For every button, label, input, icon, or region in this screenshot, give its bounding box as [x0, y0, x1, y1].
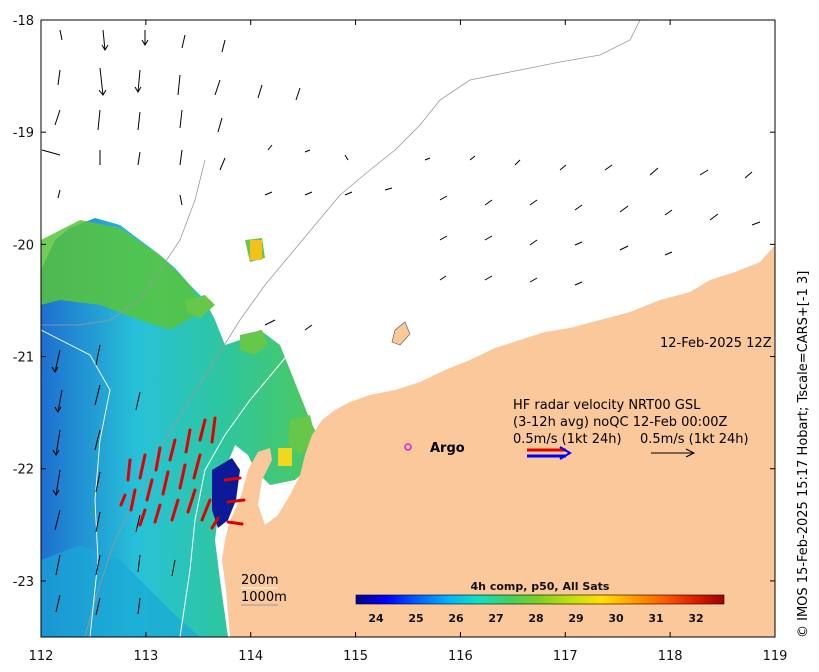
legend-line-3-right: 0.5m/s (1kt 24h) — [640, 432, 749, 447]
copyright-text: © IMOS 15-Feb-2025 15:17 Hobart; Tscale=… — [796, 271, 811, 638]
colorbar-tick-label: 30 — [608, 612, 624, 625]
colorbar-ticks: 24 25 26 27 28 29 30 31 32 — [368, 612, 703, 625]
lon-axis: 112 113 114 115 116 117 118 119 — [29, 20, 788, 664]
argo-label: Argo — [430, 441, 465, 456]
depth-label-1000m: 1000m — [241, 590, 287, 605]
plot-frame — [40, 19, 776, 638]
sst-warm-band — [41, 220, 205, 330]
colorbar-tick-label: 24 — [368, 612, 384, 625]
colorbar-tick-label: 28 — [528, 612, 543, 625]
current-arrows — [41, 29, 761, 616]
colorbar-tick-label: 31 — [648, 612, 663, 625]
lon-tick-label: 113 — [133, 649, 158, 664]
lon-tick-label: 119 — [763, 649, 788, 664]
colorbar-tick-label: 27 — [488, 612, 503, 625]
sst-island-patches — [185, 238, 316, 455]
colorbar-tick-label: 29 — [568, 612, 583, 625]
lon-tick-label: 116 — [448, 649, 473, 664]
sst-hot-pixel-2 — [278, 448, 292, 466]
lat-tick-label: -18 — [13, 14, 34, 29]
legend-line-1: HF radar velocity NRT00 GSL — [513, 398, 701, 413]
land-australia — [222, 245, 775, 637]
lat-axis: -18 -19 -20 -21 -22 -23 — [13, 14, 775, 590]
legend-arrow-radar — [527, 446, 572, 460]
lat-tick-label: -19 — [13, 126, 34, 141]
date-label: 12-Feb-2025 12Z — [660, 336, 772, 351]
depth-label-200m: 200m — [241, 573, 278, 588]
lat-tick-label: -23 — [13, 575, 34, 590]
legend-arrow-model — [651, 448, 696, 458]
legend-line-3-left: 0.5m/s (1kt 24h) — [513, 432, 622, 447]
colorbar: 4h comp, p50, All Sats 24 25 26 27 28 29 30 31 3… — [355, 580, 725, 625]
legend-line-2: (3-12h avg) noQC 12-Feb 00:00Z — [513, 415, 728, 430]
hf-radar-vectors — [119, 416, 246, 530]
argo-marker[interactable] — [404, 443, 412, 451]
lon-tick-label: 118 — [658, 649, 683, 664]
isobath-200m — [179, 27, 775, 637]
lon-tick-label: 114 — [238, 649, 263, 664]
isobath-deep-2 — [41, 329, 111, 637]
sst-field — [41, 218, 320, 637]
lon-tick-label: 117 — [553, 649, 578, 664]
sst-ocean-patch — [41, 218, 320, 637]
lat-tick-label: -20 — [13, 238, 34, 253]
lon-tick-label: 112 — [29, 649, 54, 664]
lat-tick-label: -21 — [13, 351, 34, 366]
colorbar-bar — [355, 594, 725, 605]
lat-tick-label: -22 — [13, 463, 34, 478]
sst-hot-pixel — [250, 240, 262, 260]
barrow-island — [391, 321, 411, 346]
lon-tick-label: 115 — [343, 649, 368, 664]
sst-cool-coast — [212, 458, 240, 528]
isobath-deep — [41, 159, 206, 326]
sst-warm-band-2 — [41, 545, 200, 637]
colorbar-title: 4h comp, p50, All Sats — [471, 580, 610, 593]
colorbar-tick-label: 25 — [408, 612, 423, 625]
colorbar-tick-label: 26 — [448, 612, 464, 625]
isobath-1000m — [84, 20, 641, 637]
colorbar-tick-label: 32 — [688, 612, 703, 625]
